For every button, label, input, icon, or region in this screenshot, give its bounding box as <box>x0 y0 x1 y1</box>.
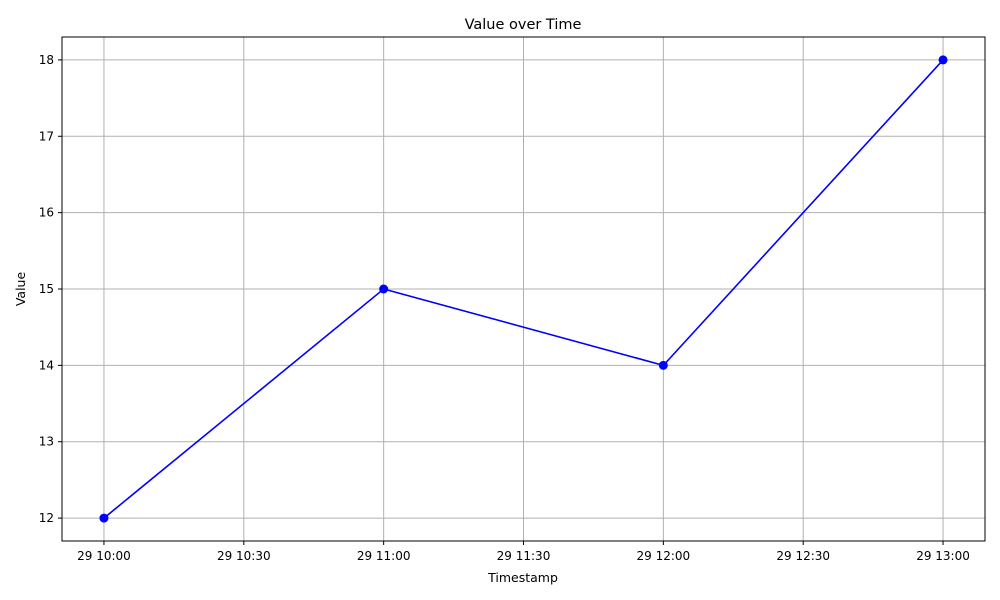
x-tick-label: 29 10:30 <box>217 549 271 563</box>
data-point <box>99 513 109 523</box>
y-axis-label: Value <box>13 272 28 307</box>
y-tick-label: 15 <box>39 282 54 296</box>
x-tick-label: 29 12:30 <box>776 549 830 563</box>
x-axis-label: Timestamp <box>487 570 558 585</box>
x-tick-label: 29 12:00 <box>637 549 691 563</box>
x-tick-label: 29 10:00 <box>77 549 131 563</box>
y-tick-label: 17 <box>39 129 54 143</box>
series-layer <box>99 55 948 523</box>
series-line <box>103 59 944 519</box>
x-tick-label: 29 11:30 <box>497 549 551 563</box>
y-tick-label: 18 <box>39 53 54 67</box>
data-point <box>379 284 389 294</box>
data-point <box>938 55 948 65</box>
plot-frame <box>61 36 986 542</box>
y-tick-label: 14 <box>39 358 54 372</box>
y-tick-label: 12 <box>39 511 54 525</box>
y-tick-label: 16 <box>39 206 54 220</box>
x-tick-label: 29 11:00 <box>357 549 411 563</box>
y-tick-label: 13 <box>39 435 54 449</box>
axis-ticks: 29 10:00 29 10:30 29 11:00 29 11:30 29 12:00… <box>39 53 970 563</box>
grid-lines <box>62 37 985 541</box>
x-tick-label: 29 13:00 <box>916 549 970 563</box>
data-point <box>658 360 668 370</box>
chart-title: Value over Time <box>465 17 582 33</box>
